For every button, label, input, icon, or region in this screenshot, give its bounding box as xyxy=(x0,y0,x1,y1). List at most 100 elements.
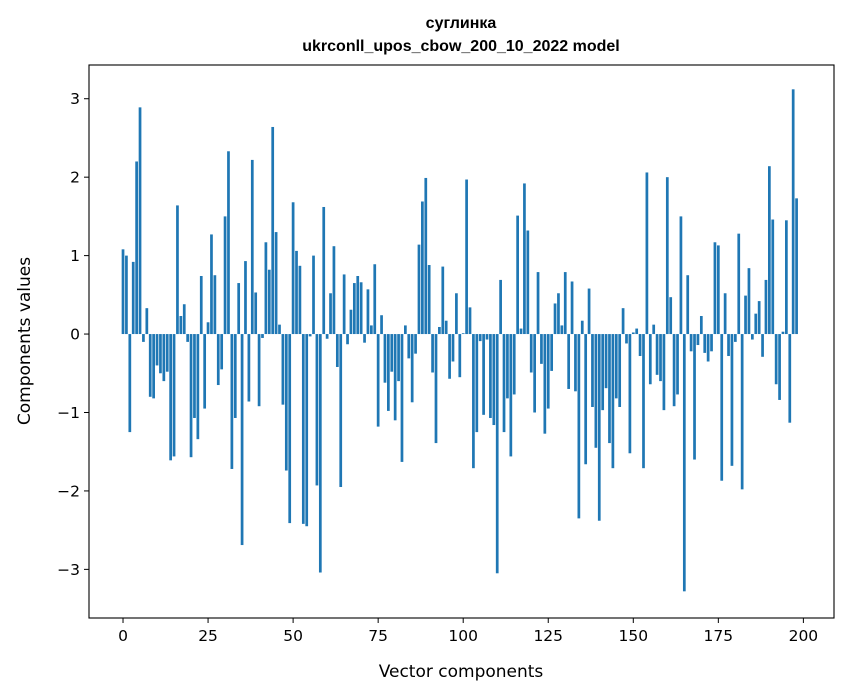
bar xyxy=(284,334,288,471)
bar xyxy=(339,334,343,488)
bar xyxy=(597,334,601,521)
bar xyxy=(438,326,441,335)
bar xyxy=(574,334,577,392)
bar xyxy=(733,334,737,342)
bar xyxy=(512,334,516,395)
bar xyxy=(475,334,479,433)
y-tick-label: 2 xyxy=(70,169,80,187)
bar xyxy=(774,334,778,385)
bar xyxy=(567,334,571,389)
bar xyxy=(196,334,200,440)
bar xyxy=(628,334,632,454)
y-tick-label: −1 xyxy=(57,404,80,422)
bar xyxy=(267,269,271,335)
bar xyxy=(757,301,761,335)
bar xyxy=(393,334,397,421)
bar xyxy=(322,206,326,335)
bar xyxy=(410,334,414,403)
bar xyxy=(495,334,499,574)
bar xyxy=(601,334,605,411)
bar xyxy=(492,334,496,426)
bar xyxy=(594,334,598,448)
bar xyxy=(584,334,588,465)
bar xyxy=(421,201,424,335)
bar xyxy=(145,308,149,335)
bar xyxy=(288,334,292,524)
bar xyxy=(502,334,506,433)
y-tick-label: 0 xyxy=(70,326,80,344)
y-axis-label: Components values xyxy=(15,257,35,425)
plot-frame xyxy=(88,64,835,619)
bar xyxy=(383,334,387,383)
bar xyxy=(349,309,353,335)
bar xyxy=(737,233,741,335)
bar xyxy=(356,276,360,335)
bar xyxy=(669,297,673,335)
bar xyxy=(404,325,407,335)
bar xyxy=(778,334,781,400)
bar xyxy=(635,328,639,335)
bar xyxy=(210,234,213,335)
x-tick-label: 75 xyxy=(368,627,388,645)
bar xyxy=(580,320,584,335)
x-tick-label: 0 xyxy=(118,627,128,645)
bar xyxy=(577,334,581,519)
bar xyxy=(427,265,431,335)
bar xyxy=(448,334,451,379)
bar xyxy=(165,334,169,372)
bar xyxy=(128,334,132,433)
bar xyxy=(686,275,690,335)
chart-title: суглинка xyxy=(426,15,497,32)
bar xyxy=(754,313,758,335)
bar xyxy=(298,265,302,335)
bar xyxy=(720,334,724,481)
bar xyxy=(244,261,247,335)
bar xyxy=(407,334,411,359)
bar xyxy=(625,334,628,344)
bar xyxy=(472,334,475,469)
bar xyxy=(325,334,329,339)
bar xyxy=(274,232,278,335)
bar xyxy=(516,215,519,335)
bar xyxy=(308,334,312,337)
bar xyxy=(369,325,373,335)
bar xyxy=(414,334,417,354)
bar xyxy=(291,202,295,335)
bar xyxy=(543,334,547,434)
bar xyxy=(233,334,237,418)
bar xyxy=(771,219,775,335)
bar xyxy=(696,334,700,346)
bar xyxy=(227,151,230,335)
bar xyxy=(417,244,421,335)
bar xyxy=(335,334,339,367)
bar xyxy=(679,216,683,335)
bar xyxy=(710,334,713,352)
bar xyxy=(785,220,788,335)
bar xyxy=(611,334,615,469)
bar xyxy=(478,334,482,342)
bar xyxy=(271,126,275,335)
bar xyxy=(689,334,693,352)
bar xyxy=(727,334,730,357)
bar xyxy=(142,334,145,342)
x-axis-ticks: 0 25 50 75 100 125 150 175 200 xyxy=(118,618,818,645)
x-tick-label: 150 xyxy=(618,627,648,645)
bar xyxy=(441,266,445,335)
bar xyxy=(216,334,220,386)
bar xyxy=(380,315,383,335)
bar xyxy=(138,107,142,335)
y-axis-ticks: −3 −2 −1 0 1 2 3 xyxy=(57,90,89,579)
bar xyxy=(390,334,394,372)
bar xyxy=(744,295,747,335)
x-tick-label: 100 xyxy=(448,627,478,645)
bar xyxy=(318,334,322,573)
x-tick-label: 125 xyxy=(533,627,563,645)
bar xyxy=(747,268,751,335)
bar xyxy=(703,334,707,353)
bar xyxy=(434,334,438,444)
y-tick-label: −2 xyxy=(57,482,80,500)
bar xyxy=(199,276,203,335)
bar xyxy=(560,325,564,335)
bar xyxy=(468,307,472,335)
